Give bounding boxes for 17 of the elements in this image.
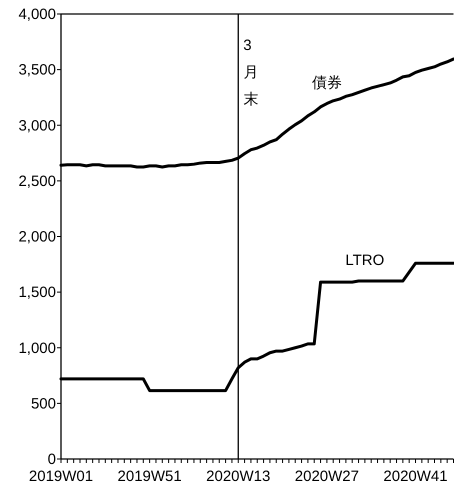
y-tick-label: 1,500	[18, 284, 56, 302]
x-tick-label: 2019W51	[118, 468, 182, 485]
y-tick-label: 500	[30, 395, 56, 412]
y-tick-label: 2,000	[18, 228, 56, 246]
y-tick-label: 3,000	[18, 117, 56, 134]
x-tick-label: 2019W01	[28, 468, 94, 485]
series-label: LTRO	[345, 252, 384, 269]
y-tick-label: 0	[48, 451, 56, 468]
y-tick-label: 4,000	[18, 6, 56, 23]
x-tick-label: 2020W41	[383, 468, 448, 485]
ref-line-label: 3月末	[243, 37, 258, 108]
series-label: 債券	[312, 74, 342, 92]
y-tick-label: 3,500	[18, 62, 56, 79]
y-tick-label: 2,500	[18, 172, 56, 190]
y-tick-label: 1,000	[18, 340, 56, 357]
x-tick-label: 2020W13	[206, 468, 270, 485]
x-tick-label: 2020W27	[294, 468, 359, 485]
